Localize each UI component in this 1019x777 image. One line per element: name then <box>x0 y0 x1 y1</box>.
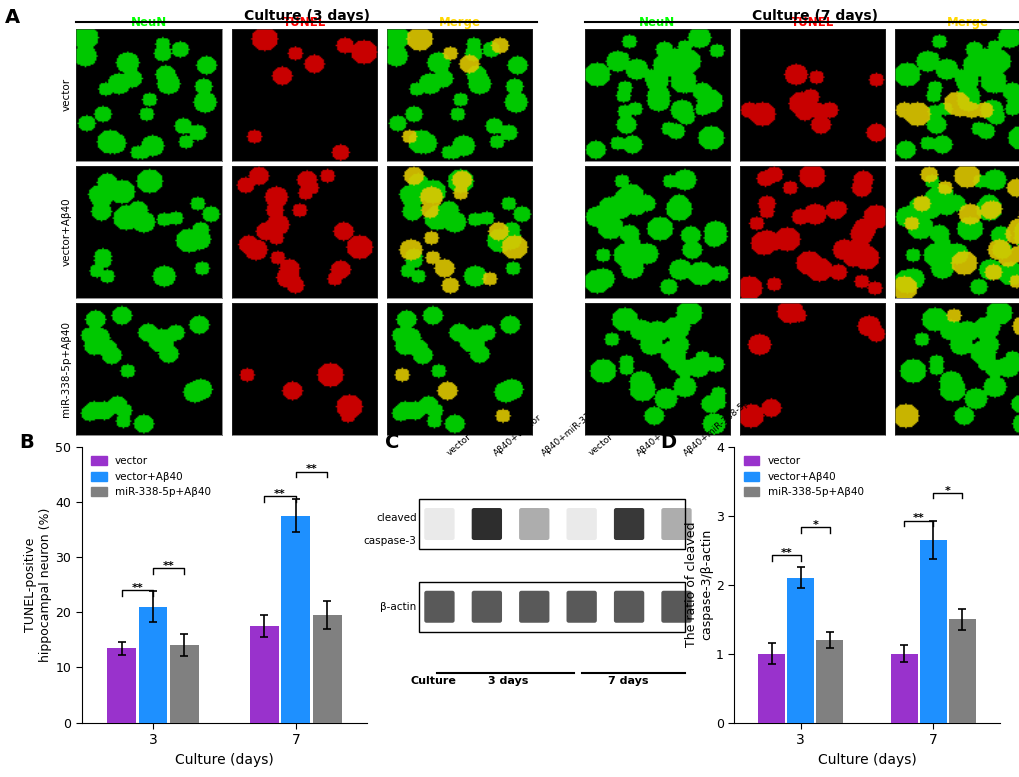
Legend: vector, vector+Aβ40, miR-338-5p+Aβ40: vector, vector+Aβ40, miR-338-5p+Aβ40 <box>87 452 215 501</box>
Text: 7 days: 7 days <box>607 676 647 686</box>
Y-axis label: The ratio of cleaved
caspase-3/β-actin: The ratio of cleaved caspase-3/β-actin <box>685 522 712 647</box>
Text: miR-338-5p+Aβ40: miR-338-5p+Aβ40 <box>61 321 71 417</box>
Legend: vector, vector+Aβ40, miR-338-5p+Aβ40: vector, vector+Aβ40, miR-338-5p+Aβ40 <box>739 452 867 501</box>
Text: Aβ40+vector: Aβ40+vector <box>492 413 543 458</box>
Text: **: ** <box>780 548 791 558</box>
Text: Culture: Culture <box>411 676 457 686</box>
Text: vector: vector <box>444 432 473 458</box>
Bar <box>419 499 685 549</box>
Text: **: ** <box>274 490 285 499</box>
Text: D: D <box>659 433 676 452</box>
Bar <box>139 607 167 723</box>
Title: TUNEL: TUNEL <box>790 16 834 29</box>
Text: Aβ40+miR-338-5p: Aβ40+miR-338-5p <box>539 397 609 458</box>
Bar <box>313 615 341 723</box>
FancyBboxPatch shape <box>519 508 549 540</box>
Bar <box>815 640 843 723</box>
Title: NeuN: NeuN <box>130 16 167 29</box>
FancyBboxPatch shape <box>660 508 691 540</box>
Text: Aβ40+miR-338-5p: Aβ40+miR-338-5p <box>682 397 751 458</box>
Text: A: A <box>5 8 20 26</box>
Text: **: ** <box>306 465 317 474</box>
FancyBboxPatch shape <box>471 591 501 622</box>
FancyBboxPatch shape <box>471 508 501 540</box>
Text: B: B <box>18 433 34 452</box>
Bar <box>419 582 685 632</box>
Text: **: ** <box>912 514 923 524</box>
Text: **: ** <box>163 561 174 571</box>
Title: Merge: Merge <box>946 16 987 29</box>
Text: *: * <box>944 486 950 496</box>
Text: vector: vector <box>61 78 71 111</box>
Bar <box>948 619 975 723</box>
Bar <box>281 516 310 723</box>
Text: C: C <box>385 433 399 452</box>
FancyBboxPatch shape <box>519 591 549 622</box>
FancyBboxPatch shape <box>660 591 691 622</box>
Title: NeuN: NeuN <box>639 16 675 29</box>
Bar <box>890 653 917 723</box>
X-axis label: Culture (days): Culture (days) <box>817 753 915 767</box>
Text: Culture (7 days): Culture (7 days) <box>751 9 877 23</box>
Text: cleaved: cleaved <box>376 514 416 524</box>
Bar <box>107 648 136 723</box>
Text: β-actin: β-actin <box>380 601 416 611</box>
Text: vector: vector <box>587 432 614 458</box>
Text: caspase-3: caspase-3 <box>364 535 416 545</box>
Text: Aβ40+vector: Aβ40+vector <box>634 413 686 458</box>
Bar <box>919 540 946 723</box>
Title: TUNEL: TUNEL <box>282 16 326 29</box>
FancyBboxPatch shape <box>424 508 454 540</box>
Text: **: ** <box>131 583 143 593</box>
FancyBboxPatch shape <box>566 508 596 540</box>
Y-axis label: TUNEL-positive
hippocampal neuron (%): TUNEL-positive hippocampal neuron (%) <box>24 507 52 662</box>
Text: 3 days: 3 days <box>487 676 528 686</box>
Bar <box>757 653 785 723</box>
Bar <box>170 646 199 723</box>
Text: Culture (3 days): Culture (3 days) <box>244 9 370 23</box>
FancyBboxPatch shape <box>566 591 596 622</box>
Text: vector+Aβ40: vector+Aβ40 <box>61 197 71 267</box>
Title: Merge: Merge <box>438 16 480 29</box>
X-axis label: Culture (days): Culture (days) <box>175 753 273 767</box>
FancyBboxPatch shape <box>613 591 644 622</box>
Text: *: * <box>811 521 817 530</box>
Bar <box>787 578 813 723</box>
FancyBboxPatch shape <box>424 591 454 622</box>
FancyBboxPatch shape <box>613 508 644 540</box>
Bar <box>250 626 278 723</box>
